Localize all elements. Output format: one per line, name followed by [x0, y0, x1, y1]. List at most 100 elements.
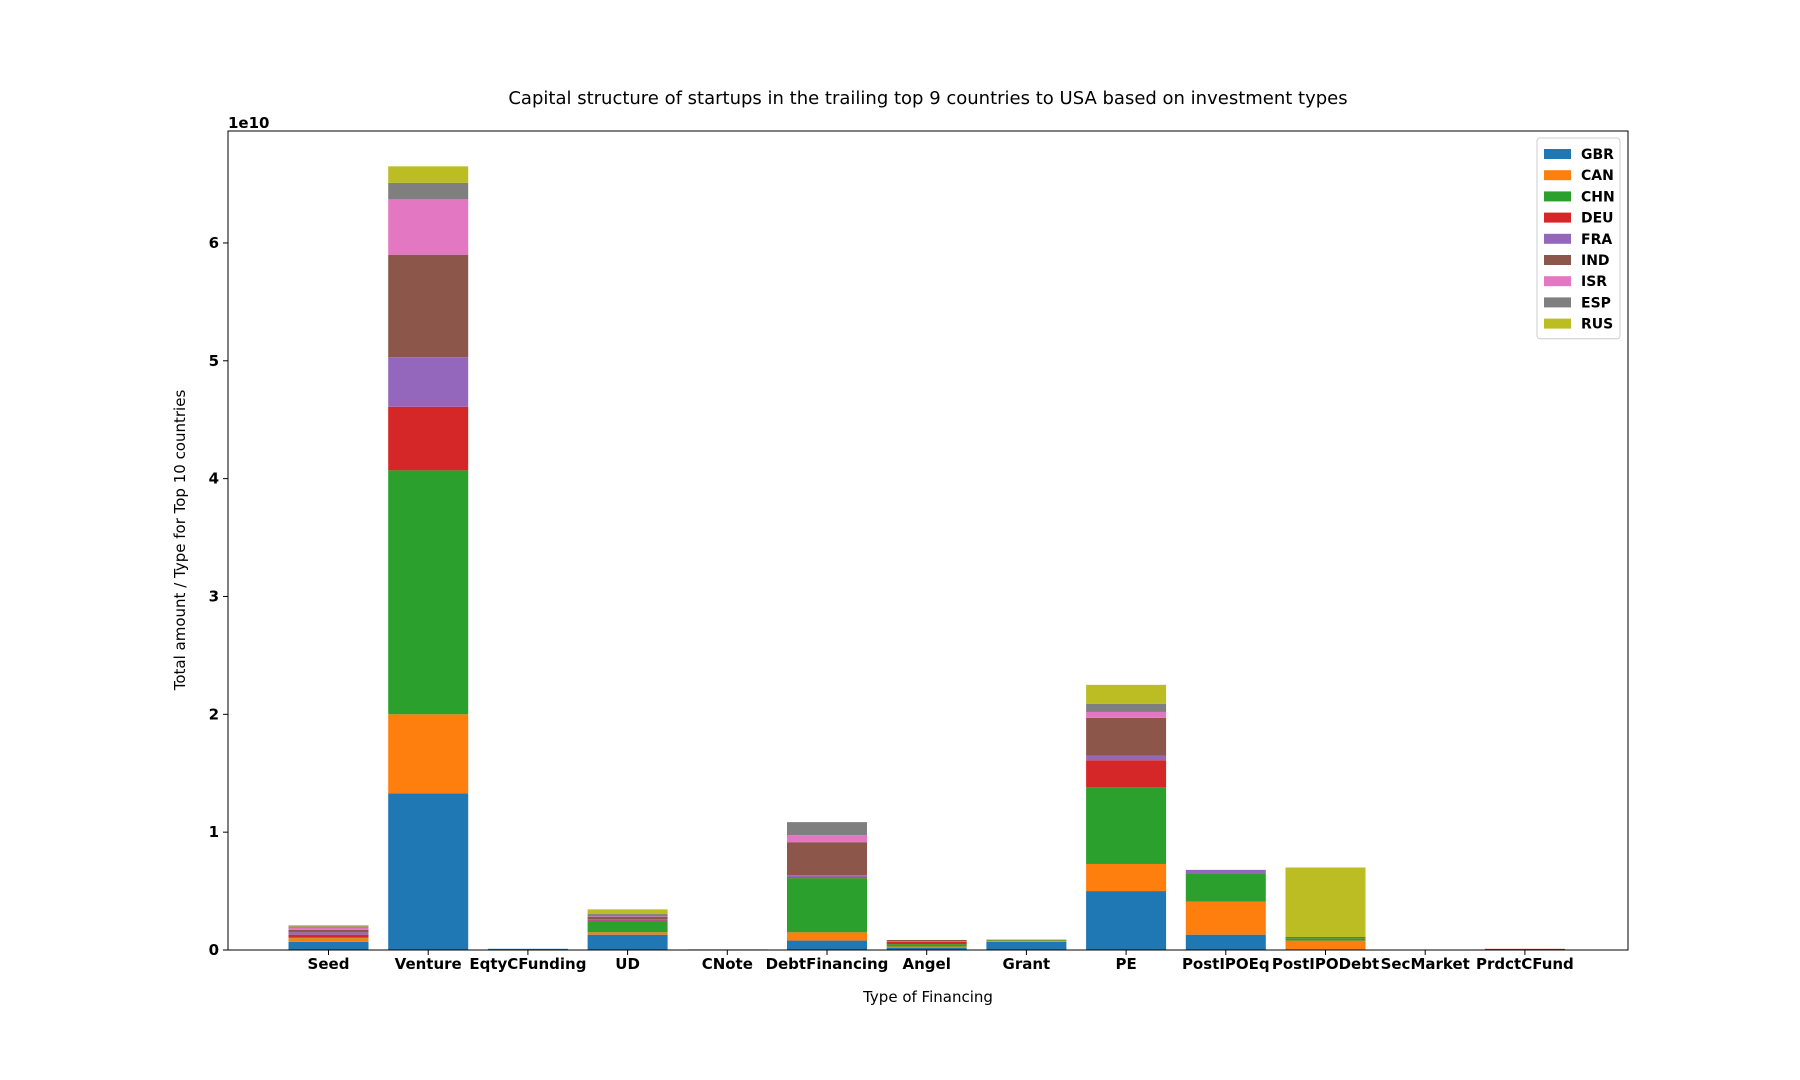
- bar-segment-can-pe: [1086, 863, 1167, 892]
- bar-segment-chn-angel: [886, 944, 967, 947]
- legend-swatch-can: [1544, 170, 1571, 181]
- y-tick-label: 5: [209, 352, 219, 370]
- legend-swatch-deu: [1544, 212, 1571, 223]
- bar-segment-deu-angel: [886, 941, 967, 945]
- bar-segment-gbr-grant: [986, 941, 1067, 950]
- ticks-layer: Seed Venture EqtyCFunding UD CNote DebtFinanc…: [209, 234, 1574, 973]
- bar-segment-fra-postipoeq: [1185, 869, 1266, 874]
- x-axis-label: Type of Financing: [862, 988, 993, 1006]
- legend-label-deu: DEU: [1581, 211, 1614, 227]
- bar-segment-fra-pe: [1086, 755, 1167, 761]
- bar-segment-isr-ud: [587, 916, 668, 918]
- bar-segment-ind-pe: [1086, 717, 1167, 756]
- bar-segment-chn-venture: [388, 470, 469, 715]
- bar-segment-ind-angel: [886, 939, 967, 942]
- bar-segment-deu-prdctcfund: [1484, 948, 1565, 950]
- legend-swatch-chn: [1544, 191, 1571, 202]
- bar-segment-deu-seed: [288, 934, 369, 938]
- bar-segment-chn-grant: [986, 939, 1067, 941]
- legend-label-fra: FRA: [1581, 232, 1612, 248]
- x-tick-label: Seed: [308, 955, 350, 973]
- bar-segment-gbr-ud: [587, 934, 668, 950]
- bar-segment-can-postipodebt: [1285, 940, 1366, 950]
- y-scale-label: 1e10: [228, 114, 269, 132]
- bar-segment-can-debtfinancing: [787, 932, 867, 941]
- legend-box: [1536, 137, 1621, 340]
- y-axis-label: Total amount / Type for Top 10 countries: [171, 390, 189, 692]
- bar-segment-gbr-postipoeq: [1185, 934, 1266, 950]
- bar-segment-can-postipoeq: [1185, 901, 1266, 935]
- bar-segment-gbr-seed: [288, 941, 369, 950]
- legend-label-esp: ESP: [1581, 295, 1611, 311]
- bar-segment-ind-seed: [288, 929, 369, 933]
- bar-segment-deu-ud: [587, 920, 668, 922]
- bar-segment-can-ud: [587, 932, 668, 935]
- bar-segment-esp-pe: [1086, 703, 1167, 712]
- legend: GBR CAN CHN DEU FRA IND ISR ESP RUS: [1536, 137, 1621, 340]
- y-tick-label: 1: [209, 823, 219, 841]
- bar-segment-chn-postipodebt: [1285, 938, 1366, 941]
- legend-swatch-fra: [1544, 233, 1571, 244]
- legend-swatch-gbr: [1544, 149, 1571, 159]
- y-tick-label: 3: [209, 587, 219, 605]
- bar-segment-ind-debtfinancing: [787, 842, 867, 876]
- legend-label-ind: IND: [1581, 253, 1610, 269]
- plot-area-frame: [227, 130, 1629, 951]
- bar-segment-rus-grant: [986, 939, 1067, 940]
- legend-swatch-esp: [1544, 297, 1571, 308]
- bar-segment-isr-seed: [288, 927, 369, 930]
- bar-segment-deu-debtfinancing: [787, 877, 867, 879]
- x-tick-label: Grant: [1003, 955, 1051, 973]
- x-tick-label: PrdctCFund: [1476, 955, 1574, 973]
- bar-segment-chn-postipoeq: [1185, 873, 1266, 902]
- bar-segment-gbr-eqtycfunding: [487, 948, 568, 950]
- bar-segment-esp-venture: [388, 182, 469, 200]
- legend-swatch-isr: [1544, 276, 1571, 287]
- chart-title: Capital structure of startups in the tra…: [508, 88, 1347, 109]
- bar-segment-deu-pe: [1086, 760, 1167, 788]
- bar-segment-can-grant: [986, 940, 1067, 942]
- x-tick-label: PostIPOEq: [1182, 955, 1270, 973]
- bar-segment-rus-venture: [388, 166, 469, 183]
- bar-segment-esp-ud: [587, 914, 668, 917]
- bar-segment-isr-pe: [1086, 711, 1167, 718]
- x-tick-label: DebtFinancing: [766, 955, 889, 973]
- bar-segment-rus-seed: [288, 925, 369, 927]
- bar-segment-can-seed: [288, 938, 369, 942]
- legend-label-isr: ISR: [1581, 274, 1607, 290]
- bar-segment-esp-seed: [288, 926, 369, 928]
- legend-swatch-ind: [1544, 255, 1571, 265]
- x-tick-label: UD: [615, 955, 640, 973]
- bar-segment-rus-postipodebt: [1285, 867, 1366, 938]
- x-tick-label: Venture: [395, 955, 462, 973]
- x-tick-label: SecMarket: [1381, 955, 1470, 973]
- bar-segment-fra-venture: [388, 357, 469, 407]
- legend-label-gbr: GBR: [1581, 147, 1614, 163]
- bar-segment-ind-ud: [587, 917, 668, 920]
- y-tick-label: 4: [209, 470, 219, 488]
- legend-label-chn: CHN: [1581, 189, 1615, 205]
- bar-segment-gbr-pe: [1086, 891, 1167, 950]
- x-tick-label: Angel: [903, 955, 951, 973]
- bar-segment-can-venture: [388, 714, 469, 794]
- bar-segment-ind-postipodebt: [1285, 937, 1366, 939]
- bar-segment-gbr-debtfinancing: [787, 940, 867, 950]
- bar-segment-fra-debtfinancing: [787, 875, 867, 878]
- bar-segment-rus-pe: [1086, 684, 1167, 704]
- legend-label-rus: RUS: [1581, 317, 1613, 333]
- y-tick-label: 0: [209, 941, 219, 959]
- bar-segment-isr-debtfinancing: [787, 835, 867, 843]
- x-tick-label: PostIPODebt: [1272, 955, 1379, 973]
- legend-swatch-rus: [1544, 318, 1571, 329]
- bar-segment-gbr-venture: [388, 793, 469, 950]
- bar-segment-fra-ud: [587, 919, 668, 921]
- x-tick-label: PE: [1115, 955, 1136, 973]
- bar-segment-rus-ud: [587, 909, 668, 915]
- bar-segment-can-angel: [886, 946, 967, 948]
- y-tick-label: 6: [209, 234, 219, 252]
- legend-label-can: CAN: [1581, 168, 1614, 184]
- bar-segment-chn-pe: [1086, 787, 1167, 864]
- bar-segment-esp-debtfinancing: [787, 822, 867, 836]
